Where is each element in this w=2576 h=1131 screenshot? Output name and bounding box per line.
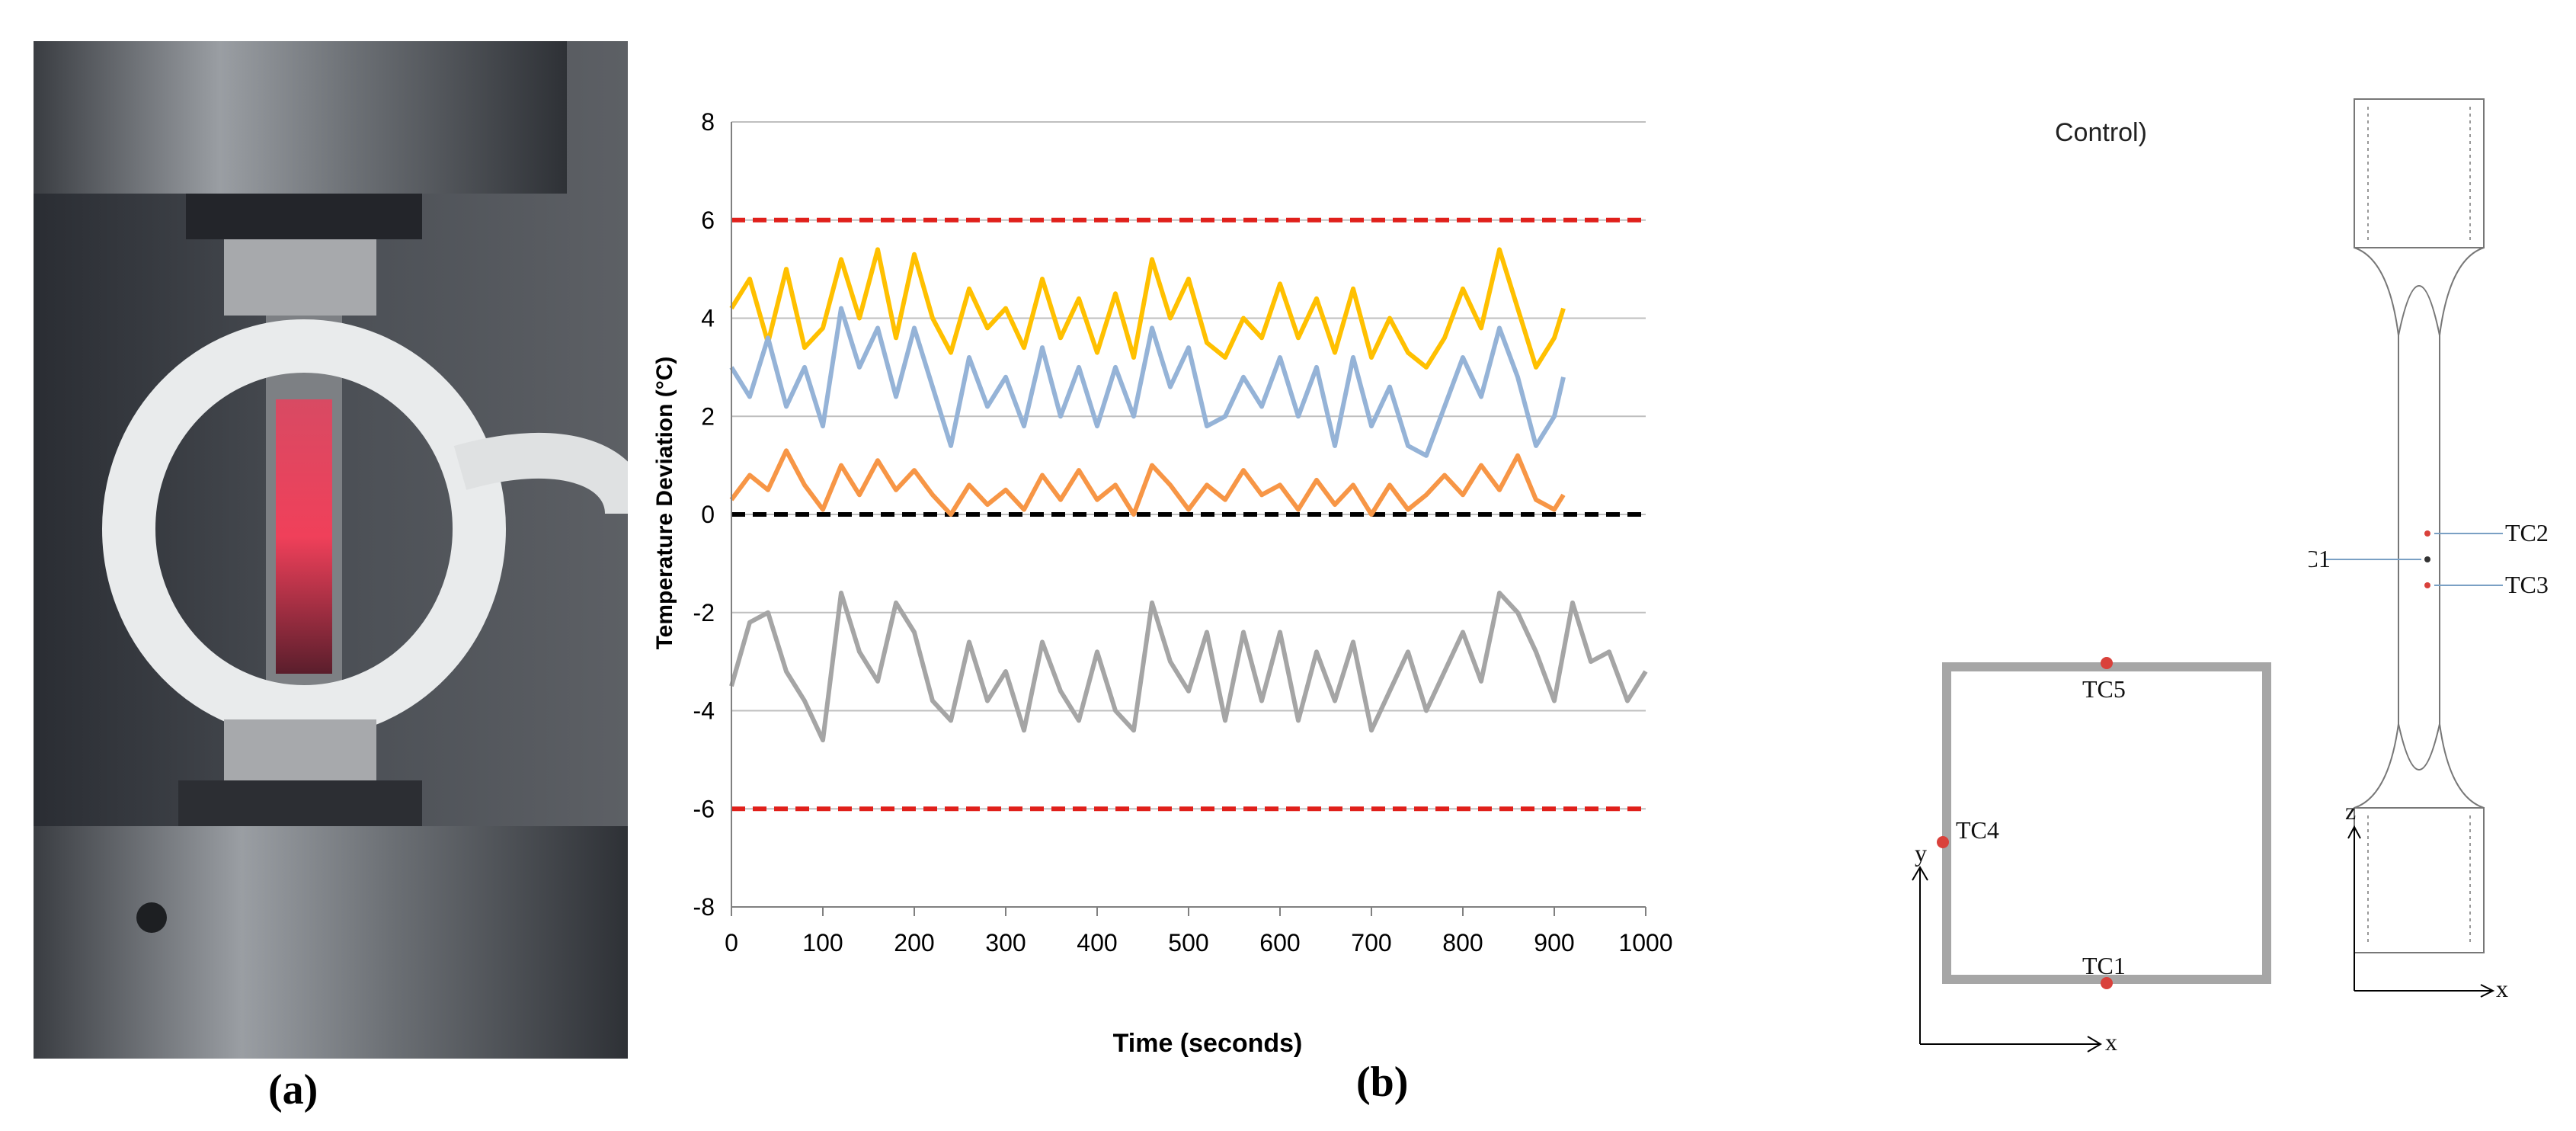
upper-collar xyxy=(186,194,422,239)
lower-fillet xyxy=(2398,723,2440,771)
lower-grip-section xyxy=(2354,807,2485,953)
x-tick-label: 400 xyxy=(1077,929,1117,956)
x-axis-letter: x xyxy=(2496,975,2508,1002)
upper-adapter xyxy=(224,239,376,316)
reference-lines xyxy=(731,217,1646,812)
induction-coil xyxy=(102,319,506,739)
lower-adapter xyxy=(224,719,376,788)
y-tick-label: 0 xyxy=(701,501,715,528)
series-line-tc4-tc5 xyxy=(729,591,1648,743)
x-tick-label: 1000 xyxy=(1618,929,1672,956)
x-axis-letter: x xyxy=(2105,1028,2117,1056)
specimen-photo xyxy=(34,41,628,1059)
z-axis-letter: z xyxy=(2345,797,2356,825)
y-tick-label: 6 xyxy=(701,207,715,234)
x-tick-label: 200 xyxy=(894,929,934,956)
x-tick-label: 100 xyxy=(802,929,843,956)
cross-section-diagram: TC5 TC4 TC1 y x xyxy=(1912,657,2271,1056)
y-tick-label: -8 xyxy=(693,893,715,921)
tc1-marker xyxy=(2424,556,2430,562)
x-tick-label: 500 xyxy=(1168,929,1208,956)
upper-grip xyxy=(34,41,567,194)
control-label: Control) xyxy=(2055,118,2147,147)
z-arrowhead xyxy=(2347,825,2361,839)
y-tick-label: 2 xyxy=(701,402,715,430)
tc2-marker xyxy=(2424,530,2430,537)
y-axis-letter: y xyxy=(1915,839,1927,867)
y-tick-label: 8 xyxy=(701,108,715,136)
heated-zone xyxy=(276,399,332,674)
tc1-marker xyxy=(2101,977,2113,989)
tc3-label: TC3 xyxy=(2505,571,2549,598)
x-tick-label: 300 xyxy=(985,929,1026,956)
gauge-left-edge xyxy=(2354,247,2399,809)
upper-fillet xyxy=(2398,285,2440,336)
series-group xyxy=(729,247,1648,743)
temperature-deviation-chart: -8 -6 -4 -2 0 2 4 6 8 0 100 200 300 400 500 600 700 800 9… xyxy=(652,108,1673,1058)
x-tick-label: 600 xyxy=(1259,929,1300,956)
x-tick-label: 0 xyxy=(725,929,738,956)
bolt-hole xyxy=(136,902,167,933)
y-axis-label: Temperature Deviation (°C) xyxy=(652,357,677,650)
tc5-marker xyxy=(2101,657,2113,669)
tc3-marker xyxy=(2424,582,2430,588)
x-arrowhead xyxy=(2480,984,2495,998)
caption-a: (a) xyxy=(268,1066,318,1113)
x-axis-label: Time (seconds) xyxy=(1113,1029,1303,1058)
tc1-label: TC1 xyxy=(2309,545,2331,572)
tc2-label: TC2 xyxy=(2505,519,2549,546)
tc4-label: TC4 xyxy=(1956,816,1999,844)
tc4-marker xyxy=(1937,836,1949,848)
gauge-right-edge xyxy=(2439,247,2485,809)
coil-lead xyxy=(453,432,628,516)
x-tick-label: 900 xyxy=(1534,929,1574,956)
x-arrowhead xyxy=(2087,1036,2102,1053)
series-line-tc2 xyxy=(729,247,1566,370)
x-tick-labels: 0 100 200 300 400 500 600 700 800 900 1000 xyxy=(725,929,1672,956)
specimen-diagram: TC2 TC1 TC3 z x xyxy=(2309,98,2549,1002)
y-tick-label: -2 xyxy=(693,599,715,626)
y-tick-label: 4 xyxy=(701,305,715,332)
axes xyxy=(731,122,1646,916)
lower-grip xyxy=(34,826,628,1059)
y-arrowhead xyxy=(1912,866,1928,881)
x-tick-label: 800 xyxy=(1442,929,1483,956)
x-tick-label: 700 xyxy=(1351,929,1391,956)
series-line-tc3 xyxy=(729,306,1566,458)
caption-b: (b) xyxy=(1356,1059,1409,1106)
y-tick-label: -4 xyxy=(693,697,715,725)
y-tick-label: -6 xyxy=(693,795,715,822)
tc1-label: TC1 xyxy=(2082,952,2126,979)
tc5-label: TC5 xyxy=(2082,675,2126,703)
upper-grip-section xyxy=(2354,98,2485,248)
y-tick-labels: -8 -6 -4 -2 0 2 4 6 8 xyxy=(693,108,715,921)
series-line-tc1 xyxy=(729,448,1566,517)
